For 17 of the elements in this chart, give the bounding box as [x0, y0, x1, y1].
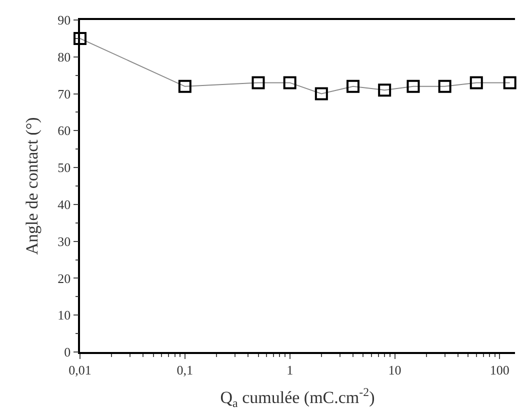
- y-tick-label: 0: [64, 344, 71, 360]
- y-axis-title: Angle de contact (°): [22, 117, 42, 255]
- y-tick-label: 90: [58, 12, 71, 28]
- x-axis-title: Q$_{a}$ cumulée (mC.cm$^{-2}$): [220, 385, 375, 410]
- y-tick-label: 40: [58, 196, 71, 212]
- x-tick-label: 10: [388, 362, 402, 378]
- x-tick-label: 1: [286, 362, 294, 378]
- y-tick-label: 60: [58, 123, 71, 138]
- y-tick-label: 50: [58, 160, 71, 176]
- x-tick-label: 0,1: [176, 362, 194, 378]
- y-tick-label: 10: [58, 308, 71, 323]
- y-tick-label: 20: [58, 270, 71, 286]
- y-tick-label: 80: [58, 49, 71, 64]
- x-tick-label: 100: [490, 362, 510, 378]
- y-tick-label: 70: [58, 86, 71, 102]
- x-tick-label: 0,01: [68, 362, 92, 378]
- y-tick-label: 30: [58, 234, 71, 249]
